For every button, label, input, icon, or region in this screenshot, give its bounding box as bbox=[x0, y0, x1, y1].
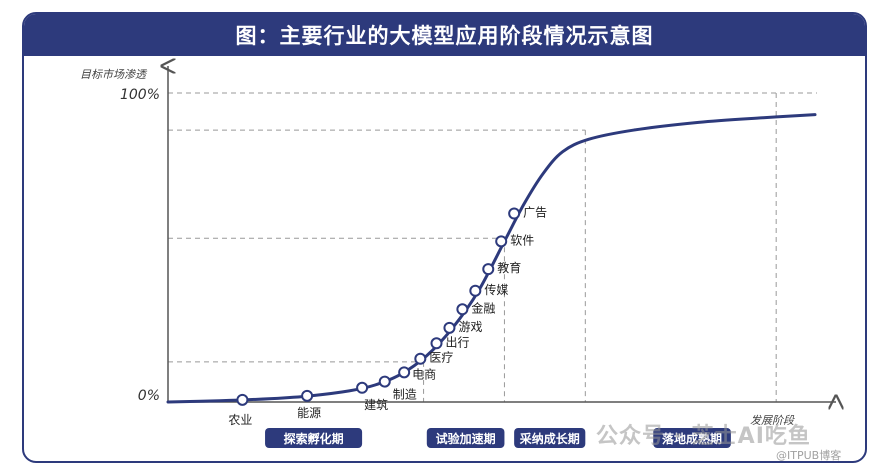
point-label-1: 能源 bbox=[297, 406, 321, 420]
stage-badges: 探索孵化期 试验加速期 采纳成长期 落地成熟期 bbox=[265, 428, 731, 448]
point-label-10: 教育 bbox=[497, 260, 521, 275]
point-2 bbox=[356, 381, 369, 394]
point-label-11: 软件 bbox=[510, 233, 534, 247]
point-label-2: 建筑 bbox=[364, 397, 388, 412]
point-5 bbox=[414, 352, 427, 365]
point-3 bbox=[378, 375, 391, 388]
watermark-sub: @ITPUB博客 bbox=[776, 449, 842, 462]
point-label-6: 出行 bbox=[446, 335, 470, 349]
y-tick-100: 100% bbox=[120, 87, 160, 103]
point-4 bbox=[398, 366, 411, 379]
point-label-3: 制造 bbox=[393, 388, 417, 402]
chart-title: 图：主要行业的大模型应用阶段情况示意图 bbox=[235, 24, 654, 48]
s-curve bbox=[166, 113, 817, 404]
point-6 bbox=[430, 337, 443, 350]
stage-label-0: 探索孵化期 bbox=[284, 431, 344, 446]
x-axis-title: 发展阶段 bbox=[750, 414, 795, 427]
reference-lines bbox=[168, 92, 817, 402]
stage-badge-1 bbox=[426, 428, 505, 448]
point-label-8: 金融 bbox=[471, 300, 495, 315]
point-8 bbox=[456, 303, 469, 316]
point-label-4: 电商 bbox=[412, 366, 436, 381]
stage-label-1: 试验加速期 bbox=[436, 431, 496, 446]
y-axis-title: 目标市场渗透 bbox=[80, 68, 148, 81]
stage-badge-2 bbox=[514, 428, 586, 448]
point-9 bbox=[469, 284, 482, 297]
stage-label-2: 采纳成长期 bbox=[519, 431, 580, 446]
y-tick-0: 0% bbox=[138, 388, 160, 404]
chart-frame: 图：主要行业的大模型应用阶段情况示意图 bbox=[22, 12, 867, 463]
point-label-0: 农业 bbox=[228, 413, 252, 427]
title-bar: 图：主要行业的大模型应用阶段情况示意图 bbox=[24, 14, 865, 56]
point-1 bbox=[301, 389, 314, 402]
watermark: 公众号 · 芝士AI吃鱼 bbox=[596, 424, 811, 449]
point-label-12: 广告 bbox=[523, 206, 547, 220]
stage-badge-3 bbox=[653, 428, 731, 448]
stage-badge-0 bbox=[265, 428, 363, 448]
point-label-9: 传媒 bbox=[484, 282, 508, 297]
point-label-5: 医疗 bbox=[429, 351, 453, 365]
stage-label-3: 落地成熟期 bbox=[662, 431, 722, 446]
point-0 bbox=[236, 393, 249, 406]
point-12 bbox=[508, 207, 521, 220]
point-11 bbox=[495, 235, 508, 248]
point-label-7: 游戏 bbox=[458, 320, 482, 334]
point-10 bbox=[482, 263, 495, 276]
s-curve-line bbox=[166, 113, 817, 404]
point-7 bbox=[443, 321, 456, 334]
